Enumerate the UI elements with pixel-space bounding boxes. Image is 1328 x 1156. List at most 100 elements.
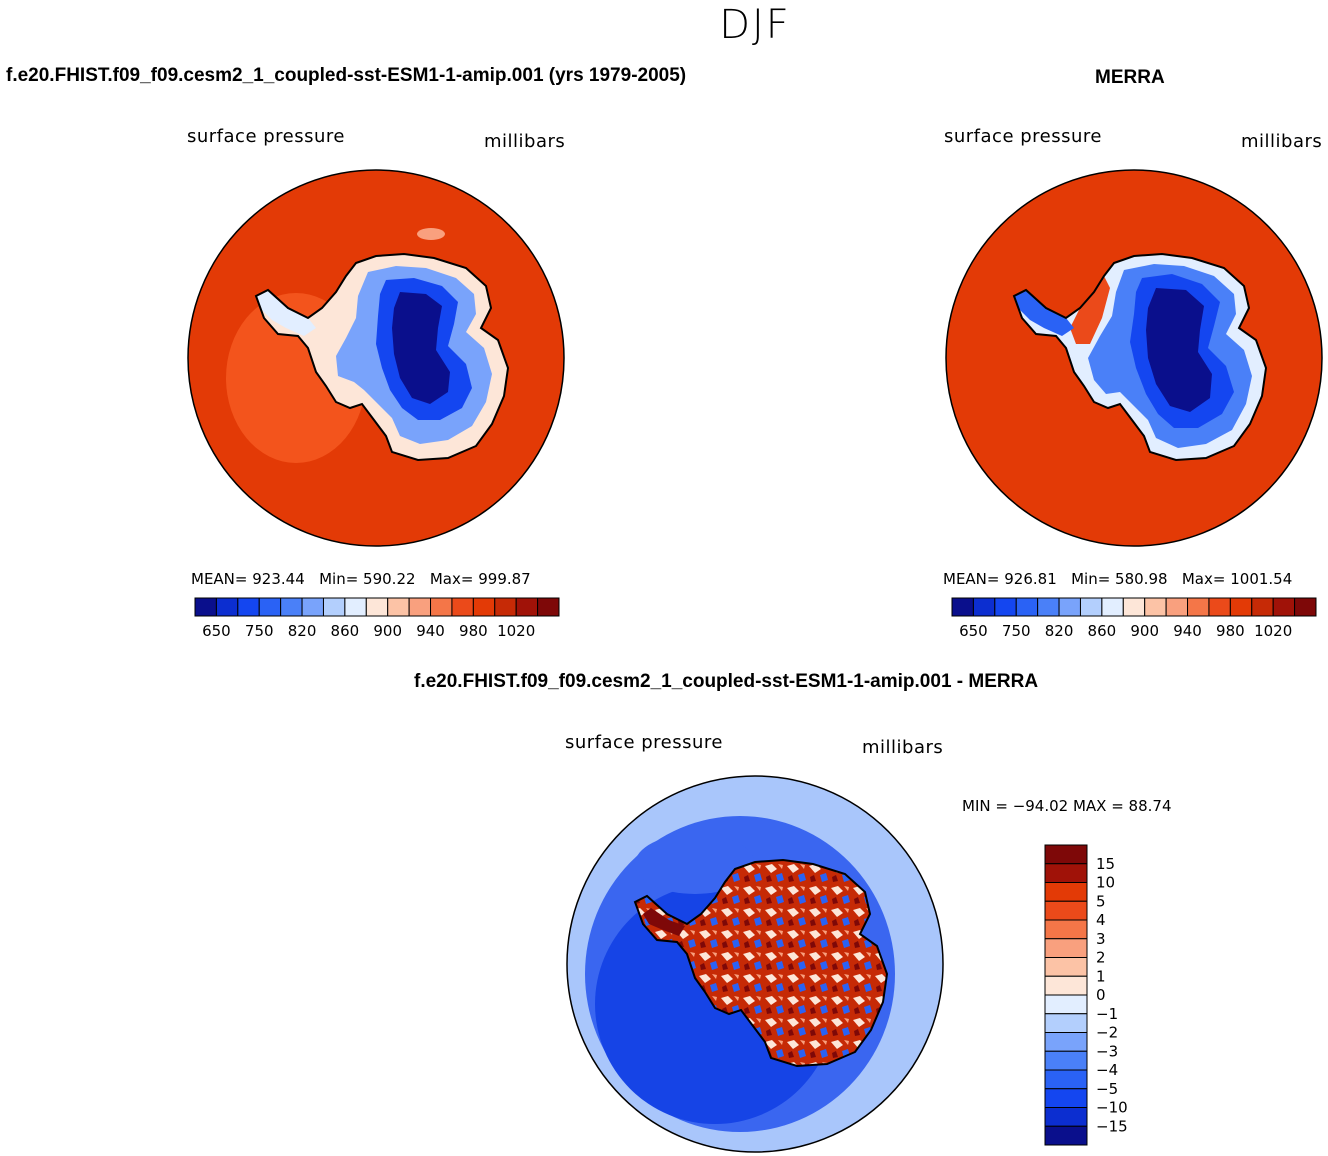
- diff-colorbar-tick: 1: [1096, 967, 1106, 985]
- diff-colorbar-tick: 15: [1096, 855, 1115, 873]
- model-colorbar-box: [537, 597, 560, 617]
- obs-colorbar-tick: 650: [959, 622, 988, 640]
- model-highpressure-blob: [417, 228, 445, 240]
- diff-colorbar-tick: 3: [1096, 930, 1106, 948]
- diff-variable-label: surface pressure: [565, 732, 723, 753]
- model-map: [187, 169, 565, 547]
- obs-colorbar: 650 750 820 860 900 940 980 1020: [951, 597, 1317, 640]
- diff-colorbar-box: [1044, 1013, 1088, 1033]
- diff-colorbar-box: [1044, 1069, 1088, 1090]
- model-variable-label: surface pressure: [187, 126, 345, 147]
- obs-colorbar-tick: 1020: [1254, 622, 1292, 640]
- model-units-label: millibars: [484, 131, 566, 152]
- model-colorbar-box: [322, 597, 346, 617]
- obs-units-label: millibars: [1241, 131, 1323, 152]
- obs-min-label: Min=: [1071, 570, 1111, 588]
- model-colorbar-box: [194, 597, 217, 617]
- obs-colorbar-box: [972, 597, 996, 617]
- model-antarctica-core: [392, 292, 450, 404]
- diff-colorbar-tick: 4: [1096, 911, 1106, 929]
- obs-ice-shelf-highpressure: [1070, 276, 1110, 344]
- obs-max-label: Max=: [1181, 570, 1226, 588]
- model-coastline: [254, 252, 510, 462]
- diff-colorbar-tick: −15: [1096, 1117, 1128, 1135]
- diff-colorbar-tick: 10: [1096, 874, 1115, 892]
- diff-ocean-band: [635, 834, 755, 894]
- obs-min-value: 580.98: [1115, 570, 1168, 588]
- model-max-label: Max=: [429, 570, 474, 588]
- model-colorbar-box: [408, 597, 432, 617]
- model-colorbar: 650 750 820 860 900 940 980 1020: [194, 597, 560, 640]
- diff-colorbar-box: [1044, 994, 1088, 1015]
- diff-minmax: MIN = −94.02 MAX = 88.74: [962, 797, 1172, 815]
- figure-title: DJF: [719, 2, 791, 48]
- model-mean-label: MEAN=: [191, 570, 248, 588]
- model-panel-title: f.e20.FHIST.f09_f09.cesm2_1_coupled-sst-…: [6, 65, 687, 86]
- obs-colorbar-tick: 900: [1130, 622, 1159, 640]
- model-min-label: Min=: [319, 570, 359, 588]
- model-colorbar-box: [365, 597, 389, 617]
- diff-colorbar-box: [1044, 975, 1088, 996]
- obs-coastline: [1012, 252, 1268, 462]
- model-colorbar-box: [258, 597, 282, 617]
- obs-antarctica-core: [1146, 288, 1212, 412]
- diff-colorbar-tick: −1: [1096, 1005, 1118, 1023]
- obs-mean-label: MEAN=: [943, 570, 1000, 588]
- diff-colorbar-tick: 2: [1096, 949, 1106, 967]
- diff-units-label: millibars: [862, 737, 944, 758]
- diff-colorbar-box: [1044, 957, 1088, 977]
- obs-mean-value: 926.81: [1004, 570, 1057, 588]
- model-map-border: [187, 169, 565, 547]
- obs-colorbar-box: [1294, 597, 1317, 617]
- obs-colorbar-tick: 860: [1088, 622, 1117, 640]
- obs-stats: MEAN= 926.81 Min= 580.98 Max= 1001.54: [943, 570, 1292, 588]
- model-colorbar-box: [344, 597, 367, 617]
- model-colorbar-box: [215, 597, 239, 617]
- model-colorbar-box: [280, 597, 303, 617]
- obs-colorbar-box: [1079, 597, 1103, 617]
- diff-colorbar-box: [1044, 863, 1088, 883]
- model-colorbar-tick: 820: [288, 622, 317, 640]
- diff-map-border: [566, 775, 944, 1153]
- obs-colorbar-box: [1251, 597, 1274, 617]
- model-colorbar-tick: 900: [373, 622, 402, 640]
- model-min-value: 590.22: [363, 570, 416, 588]
- obs-colorbar-box: [1187, 597, 1210, 617]
- obs-colorbar-box: [1015, 597, 1039, 617]
- diff-colorbar-tick: −4: [1096, 1061, 1118, 1079]
- model-colorbar-tick: 940: [416, 622, 445, 640]
- model-colorbar-tick: 980: [459, 622, 488, 640]
- obs-variable-label: surface pressure: [944, 126, 1102, 147]
- diff-colorbar-box: [1044, 919, 1088, 940]
- model-colorbar-box: [451, 597, 474, 617]
- diff-peninsula-high: [643, 908, 685, 936]
- obs-colorbar-box: [1058, 597, 1081, 617]
- model-colorbar-box: [430, 597, 453, 617]
- model-colorbar-box: [301, 597, 324, 617]
- obs-map-border: [945, 169, 1323, 547]
- diff-colorbar-box: [1044, 844, 1088, 865]
- obs-colorbar-box: [1229, 597, 1253, 617]
- obs-colorbar-tick: 750: [1002, 622, 1031, 640]
- obs-colorbar-box: [1272, 597, 1296, 617]
- model-colorbar-tick: 750: [245, 622, 274, 640]
- obs-colorbar-box: [1165, 597, 1189, 617]
- model-colorbar-tick: 650: [202, 622, 231, 640]
- obs-map: [945, 169, 1323, 547]
- diff-colorbar-box: [1044, 1125, 1088, 1146]
- obs-panel-title: MERRA: [1095, 67, 1165, 88]
- obs-peninsula: [1014, 290, 1074, 336]
- model-mean-value: 923.44: [252, 570, 305, 588]
- diff-colorbar-box: [1044, 1032, 1088, 1052]
- diff-colorbar-tick: −2: [1096, 1024, 1118, 1042]
- model-colorbar-box: [472, 597, 496, 617]
- model-colorbar-tick: 860: [331, 622, 360, 640]
- obs-colorbar-box: [1144, 597, 1167, 617]
- diff-colorbar-tick: −5: [1096, 1080, 1118, 1098]
- obs-colorbar-box: [1208, 597, 1231, 617]
- obs-max-value: 1001.54: [1230, 570, 1293, 588]
- diff-colorbar-box: [1044, 938, 1088, 958]
- diff-colorbar-tick: 5: [1096, 892, 1106, 910]
- diff-colorbar-tick: 0: [1096, 986, 1106, 1004]
